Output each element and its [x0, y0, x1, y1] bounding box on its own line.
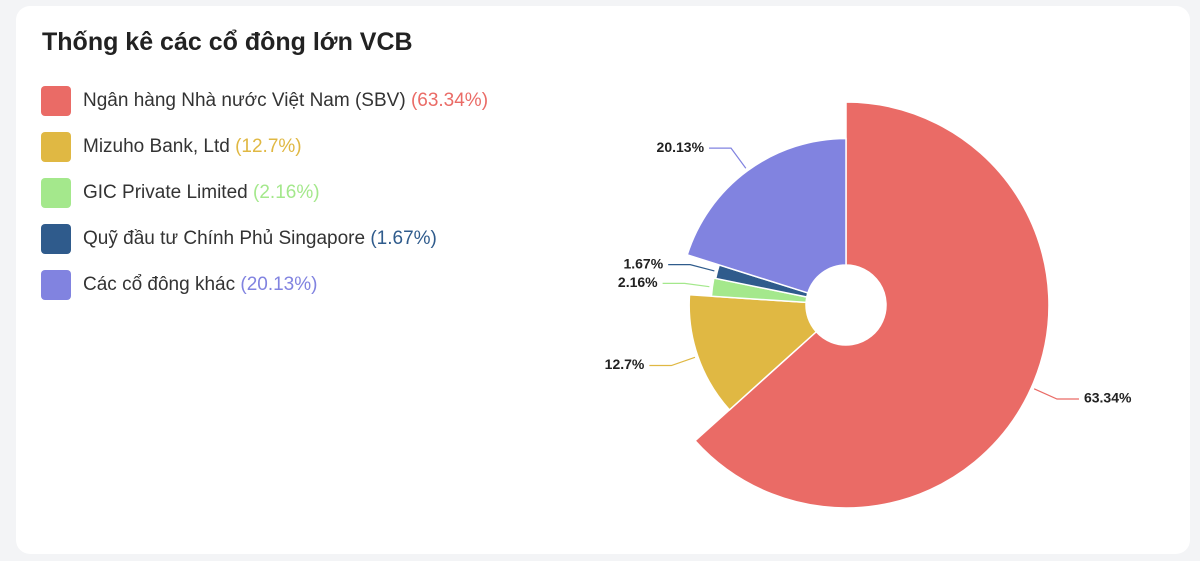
legend-item: Mizuho Bank, Ltd (12.7%) [41, 132, 488, 162]
legend-swatch [41, 132, 71, 162]
pie-slice [710, 277, 808, 304]
legend-item: Quỹ đầu tư Chính Phủ Singapore (1.67%) [41, 224, 488, 254]
legend-text: Các cổ đông khác (20.13%) [83, 270, 317, 300]
data-label: 2.16% [618, 274, 658, 290]
legend-item: Ngân hàng Nhà nước Việt Nam (SBV) (63.34… [41, 86, 488, 116]
legend-name: Các cổ đông khác [83, 274, 236, 295]
legend-value: (20.13%) [240, 274, 318, 295]
legend-value: (12.7%) [235, 136, 302, 157]
leader-line [668, 264, 715, 272]
legend-item: GIC Private Limited (2.16%) [41, 178, 488, 208]
legend-text: Mizuho Bank, Ltd (12.7%) [83, 132, 302, 162]
legend-item: Các cổ đông khác (20.13%) [41, 270, 488, 300]
chart-title: Thống kê các cổ đông lớn VCB [42, 28, 413, 56]
legend-swatch [41, 224, 71, 254]
legend-name: GIC Private Limited [83, 182, 248, 203]
legend-swatch [41, 178, 71, 208]
legend-text: Quỹ đầu tư Chính Phủ Singapore (1.67%) [83, 224, 437, 254]
data-label: 1.67% [623, 255, 663, 271]
pie-slice [686, 137, 847, 294]
legend-value: (2.16%) [253, 182, 320, 203]
data-label: 20.13% [657, 139, 705, 155]
legend-value: (63.34%) [410, 90, 489, 111]
legend-name: Ngân hàng Nhà nước Việt Nam (SBV) [83, 90, 406, 111]
legend-text: Ngân hàng Nhà nước Việt Nam (SBV) (63.34… [83, 86, 488, 116]
legend-value: (1.67%) [370, 228, 437, 249]
legend-name: Quỹ đầu tư Chính Phủ Singapore [83, 228, 366, 249]
data-label: 12.7% [605, 356, 645, 372]
legend-swatch [41, 86, 71, 116]
leader-line [662, 282, 710, 288]
pie-slice [694, 101, 1050, 509]
leader-line [709, 147, 747, 169]
legend-swatch [41, 270, 71, 300]
leader-line [1033, 388, 1079, 400]
legend-text: GIC Private Limited (2.16%) [83, 178, 320, 208]
legend: Ngân hàng Nhà nước Việt Nam (SBV) (63.34… [41, 86, 488, 316]
legend-name: Mizuho Bank, Ltd [83, 136, 230, 157]
pie-slice [688, 293, 818, 411]
data-label: 63.34% [1084, 390, 1132, 406]
leader-line [649, 356, 696, 367]
